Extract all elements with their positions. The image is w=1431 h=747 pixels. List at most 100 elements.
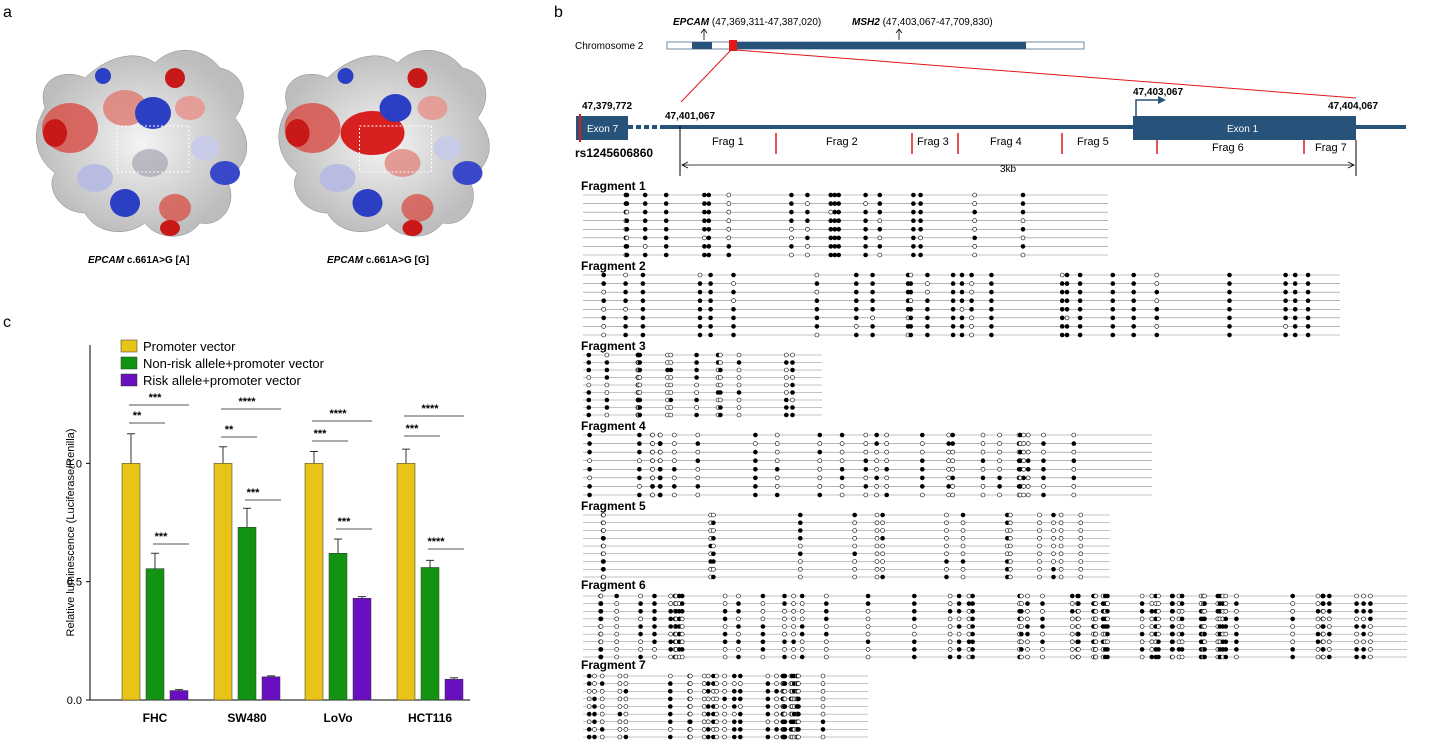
cpg-site: [1070, 631, 1075, 637]
cpg-site: [697, 289, 703, 295]
cpg-site: [1361, 624, 1366, 629]
cpg-site: [586, 405, 592, 410]
cpg-site: [960, 528, 966, 533]
cpg-site: [1077, 315, 1083, 321]
cpg-site: [624, 218, 630, 223]
cpg-site: [1361, 601, 1366, 606]
cpg-site: [706, 218, 712, 223]
cpg-site: [694, 367, 699, 373]
cpg-site: [1025, 475, 1031, 481]
cpg-site: [797, 543, 803, 549]
cpg-site: [863, 218, 868, 223]
cpg-site: [642, 192, 648, 198]
cpg-site: [722, 608, 728, 614]
cpg-site: [863, 209, 868, 215]
cpg-site: [1292, 272, 1298, 278]
cpg-site: [1058, 551, 1064, 557]
cpg-site: [783, 352, 789, 358]
fragment-title-6: Fragment 6: [581, 578, 646, 592]
cpg-site: [1093, 624, 1099, 629]
cpg-site: [640, 324, 646, 329]
cpg-site: [918, 218, 923, 223]
cpg-site: [799, 624, 805, 629]
cpg-site: [726, 201, 732, 206]
cpg-site: [760, 593, 766, 599]
cpg-site: [874, 484, 880, 489]
cpg-site: [782, 654, 787, 660]
cpg-site: [1025, 631, 1030, 637]
cpg-site: [832, 235, 838, 241]
cpg-site: [1019, 601, 1024, 606]
cpg-site: [718, 360, 723, 365]
cpg-site: [1071, 449, 1077, 455]
cpg-site: [722, 616, 728, 622]
cpg-site: [1070, 593, 1075, 599]
cpg-site: [817, 492, 823, 498]
cpg-site: [695, 432, 701, 438]
bar-SW480-1: [213, 463, 233, 701]
cpg-site: [832, 227, 838, 232]
cpg-site: [1078, 535, 1084, 541]
cpg-site: [911, 244, 916, 249]
cpg-site: [1156, 631, 1161, 637]
cpg-site: [1290, 639, 1295, 645]
cpg-site: [638, 608, 643, 614]
cpg-site: [796, 711, 801, 717]
cpg-site: [1058, 543, 1064, 549]
cpg-site: [1076, 601, 1081, 606]
cpg-site: [1021, 475, 1027, 481]
cpg-site: [1368, 601, 1373, 606]
cpg-site: [1041, 432, 1046, 438]
cpg-site: [852, 535, 858, 541]
cpg-site: [1051, 551, 1056, 557]
cpg-site: [880, 543, 885, 549]
cpg-site: [694, 352, 699, 358]
cpg-site: [701, 719, 707, 725]
cpg-site: [1025, 639, 1030, 645]
cpg-site: [956, 639, 962, 645]
cpg-site: [1179, 624, 1185, 629]
bar-LoVo-1: [304, 463, 324, 701]
cpg-site: [663, 227, 669, 232]
cpg-site: [919, 466, 925, 472]
cpg-site: [782, 688, 788, 694]
cpg-site: [1059, 272, 1065, 278]
cpg-site: [1179, 616, 1185, 622]
cpg-site: [1354, 631, 1359, 637]
cpg-site: [687, 734, 693, 740]
cpg-site: [702, 244, 707, 249]
cpg-site: [667, 719, 673, 725]
frag-label-4: Frag 4: [990, 136, 1022, 148]
cpg-site: [789, 209, 794, 215]
cpg-site: [1305, 281, 1311, 286]
cpg-site: [814, 315, 820, 321]
cpg-site: [695, 458, 701, 464]
cpg-site: [722, 727, 727, 732]
cpg-site: [972, 235, 978, 241]
lollipop-block-6: [583, 593, 1407, 660]
cpg-site: [870, 332, 875, 338]
cpg-site: [679, 601, 685, 606]
y-axis-label: Relative luminescence (Luciferase/Renill…: [65, 429, 77, 637]
cpg-site: [1093, 601, 1099, 606]
cpg-site: [989, 315, 994, 321]
epcam-block: [692, 42, 712, 49]
cpg-site: [1139, 647, 1145, 652]
cpg-site: [865, 647, 871, 652]
cpg-site: [1170, 631, 1175, 637]
cpg-site: [640, 272, 646, 278]
cpg-site: [737, 727, 743, 732]
cpg-site: [668, 412, 674, 418]
cpg-site: [711, 574, 716, 580]
cpg-site: [624, 192, 630, 198]
exon1-label: Exon 1: [1227, 124, 1259, 135]
cpg-site: [997, 484, 1002, 489]
cpg-site: [960, 535, 966, 541]
cpg-site: [959, 289, 965, 295]
cpg-site: [1019, 631, 1024, 637]
cpg-site: [1156, 616, 1161, 622]
cpg-site: [701, 734, 707, 740]
cpg-site: [1105, 624, 1110, 629]
legend-label-2: Non-risk allele+promoter vector: [143, 356, 325, 371]
cpg-site: [714, 727, 719, 732]
